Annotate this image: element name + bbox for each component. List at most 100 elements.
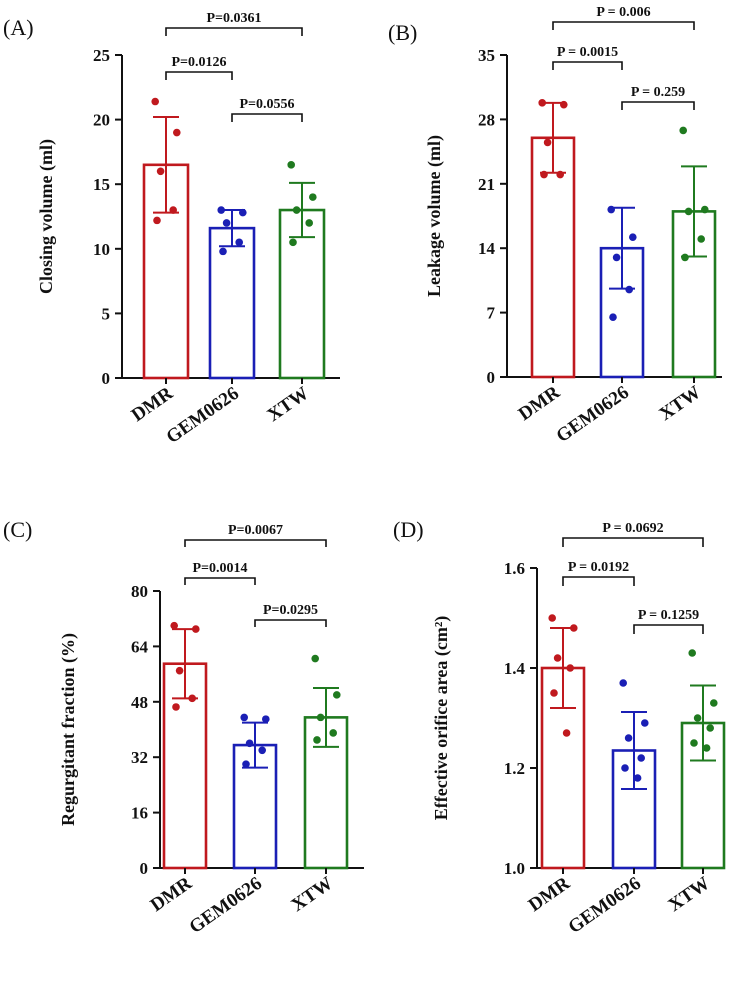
bar-gem0626 <box>208 226 256 380</box>
panel-label: (B) <box>388 20 417 45</box>
significance-bracket <box>184 539 327 547</box>
y-tick-label: 1.0 <box>504 859 525 878</box>
data-point <box>188 694 196 703</box>
data-point <box>169 206 177 214</box>
data-point <box>173 128 181 137</box>
significance-bracket <box>552 61 623 70</box>
data-point <box>287 161 296 169</box>
chart-panel-4: (D) 1.0 1.2 1.4 1.6 Effective orifice area (c… <box>393 517 726 938</box>
y-tick-label: 21 <box>478 175 495 194</box>
data-point <box>550 689 558 697</box>
significance-bracket <box>562 576 635 586</box>
data-point <box>333 691 341 699</box>
data-point <box>309 193 317 201</box>
data-point <box>553 654 562 662</box>
x-tick-label: DMR <box>128 383 177 426</box>
data-point <box>629 233 637 241</box>
data-point <box>153 216 161 225</box>
significance-bracket <box>165 27 303 36</box>
data-point <box>621 764 629 772</box>
data-point <box>710 699 718 707</box>
data-point <box>679 126 687 135</box>
p-value-label: P = 0.006 <box>596 5 650 20</box>
y-tick-label: 80 <box>131 582 148 601</box>
y-tick-label: 25 <box>93 46 110 65</box>
significance-bracket <box>552 21 695 30</box>
x-tick-label: XTW <box>665 873 714 916</box>
data-point <box>235 238 243 247</box>
p-value-label: P=0.0361 <box>206 11 261 26</box>
data-point <box>219 247 227 256</box>
data-point <box>242 760 250 768</box>
data-point <box>625 285 633 294</box>
data-point <box>609 313 617 322</box>
p-value-label: P = 0.259 <box>631 85 685 100</box>
data-point <box>612 253 621 262</box>
p-value-label: P = 0.0692 <box>602 521 663 536</box>
y-tick-label: 1.2 <box>504 759 525 778</box>
x-tick-label: GEM0626 <box>163 383 243 448</box>
x-tick-label: XTW <box>264 383 313 426</box>
x-tick-label: DMR <box>147 873 196 916</box>
data-point <box>706 724 714 732</box>
data-point <box>192 625 200 633</box>
p-value-label: P = 0.1259 <box>638 608 699 623</box>
x-tick-label: DMR <box>525 873 574 916</box>
significance-bracket <box>184 577 256 585</box>
p-value-label: P = 0.0192 <box>568 560 629 575</box>
p-value-label: P=0.0556 <box>239 97 294 112</box>
data-point <box>697 235 705 243</box>
data-point <box>637 754 645 762</box>
p-value-label: P=0.0067 <box>228 523 283 538</box>
panel-label: (C) <box>3 517 32 542</box>
data-point <box>258 746 267 755</box>
significance-bracket <box>562 537 704 547</box>
data-point <box>538 99 546 107</box>
data-point <box>607 205 615 214</box>
data-point <box>701 205 709 214</box>
y-tick-label: 10 <box>93 240 110 259</box>
x-tick-label: DMR <box>515 382 564 425</box>
y-tick-label: 7 <box>487 304 496 323</box>
data-point <box>684 207 693 216</box>
data-point <box>681 253 689 262</box>
data-point <box>292 206 301 214</box>
data-point <box>311 654 320 663</box>
data-point <box>702 744 711 752</box>
x-tick-label: GEM0626 <box>565 873 645 938</box>
x-tick-label: XTW <box>656 382 705 425</box>
y-tick-label: 64 <box>131 637 149 656</box>
panel-label: (A) <box>3 15 34 40</box>
data-point <box>245 739 254 748</box>
x-tick-label: GEM0626 <box>186 873 266 938</box>
y-tick-label: 35 <box>478 46 495 65</box>
y-axis-title: Leakage volume (ml) <box>424 135 445 297</box>
data-point <box>313 736 321 744</box>
y-tick-label: 32 <box>131 748 148 767</box>
y-tick-label: 0 <box>140 859 149 878</box>
data-point <box>619 679 627 687</box>
data-point <box>222 219 231 227</box>
panel-label: (D) <box>393 517 424 542</box>
data-point <box>633 774 642 782</box>
chart-panel-3: (C) 0 16 32 48 64 80 Regurgitant fraction (%) DM… <box>3 517 364 938</box>
data-point <box>175 666 184 675</box>
x-tick-label: XTW <box>288 873 337 916</box>
x-tick-label: GEM0626 <box>553 382 633 447</box>
data-point <box>329 729 338 737</box>
p-value-label: P = 0.0015 <box>557 45 618 60</box>
data-point <box>566 664 574 672</box>
data-point <box>562 729 571 737</box>
y-tick-label: 0 <box>487 368 496 387</box>
y-axis-title: Closing volume (ml) <box>36 139 57 294</box>
p-value-label: P=0.0126 <box>171 55 226 70</box>
y-tick-label: 0 <box>102 369 111 388</box>
y-axis-title: Effective orifice area (cm²) <box>431 616 452 820</box>
data-point <box>316 713 325 722</box>
y-tick-label: 1.4 <box>504 659 526 678</box>
data-point <box>305 219 314 227</box>
y-tick-label: 20 <box>93 111 110 130</box>
chart-panel-2: (B) 0 7 14 21 28 35 Leakage volume (ml) DMRGEM06… <box>388 5 722 447</box>
chart-panel-1: (A) 0 5 10 15 20 25 Closing volume (ml) DMRGEM06… <box>3 11 340 448</box>
